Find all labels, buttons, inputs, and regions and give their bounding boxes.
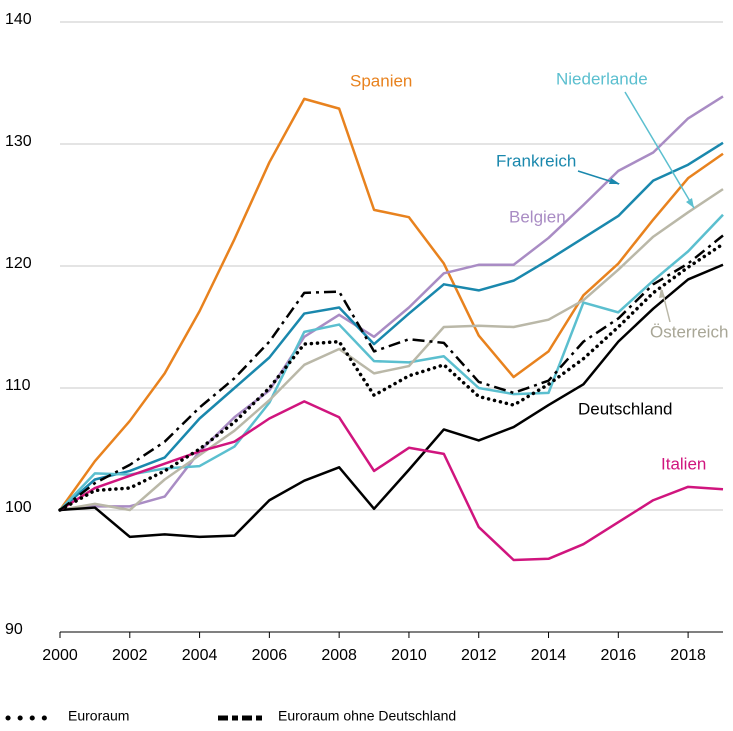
plot: 90 100 110 120 130 140 2000 2002 2004 2006 2008 201… [5, 11, 725, 724]
arrowhead [686, 198, 694, 208]
legend-label: Euroraum ohne Deutschland [278, 708, 456, 724]
series-line [58, 242, 725, 512]
arrowhead [659, 288, 665, 298]
y-tick-label: 110 [5, 377, 31, 394]
y-tick-label: 120 [5, 255, 32, 272]
series-line [59, 400, 724, 562]
x-tick-label: 2010 [391, 647, 427, 664]
arrowhead [609, 178, 620, 184]
x-tick-label: 2002 [112, 647, 148, 664]
series-label: Italien [661, 454, 706, 473]
series-label: Niederlande [556, 69, 648, 88]
series-label: Frankreich [496, 151, 576, 170]
series-line [59, 188, 724, 512]
series-line [59, 263, 724, 539]
series-label: Belgien [509, 207, 566, 226]
series-line [59, 95, 724, 512]
y-tick-label: 130 [5, 133, 32, 150]
x-tick-label: 2014 [531, 647, 567, 664]
series-line [58, 97, 724, 511]
y-tick-label: 90 [5, 621, 23, 638]
series-line [59, 141, 724, 511]
series-label: Spanien [350, 71, 412, 90]
series-line [59, 213, 724, 511]
x-tick-label: 2000 [42, 647, 78, 664]
y-tick-label: 140 [5, 11, 32, 28]
series-label: Deutschland [578, 399, 673, 418]
series-line [59, 234, 724, 511]
x-tick-label: 2018 [670, 647, 706, 664]
series-label: Österreich [650, 322, 728, 341]
x-tick-label: 2012 [461, 647, 497, 664]
y-tick-label: 100 [5, 499, 32, 516]
x-tick-label: 2004 [182, 647, 218, 664]
x-tick-label: 2008 [321, 647, 357, 664]
arrow [624, 91, 695, 209]
legend-label: Euroraum [68, 708, 129, 724]
x-tick-label: 2016 [601, 647, 637, 664]
x-tick-label: 2006 [252, 647, 288, 664]
line-labels: Spanien Belgien Frankreich Niederlande Ö… [350, 69, 728, 473]
